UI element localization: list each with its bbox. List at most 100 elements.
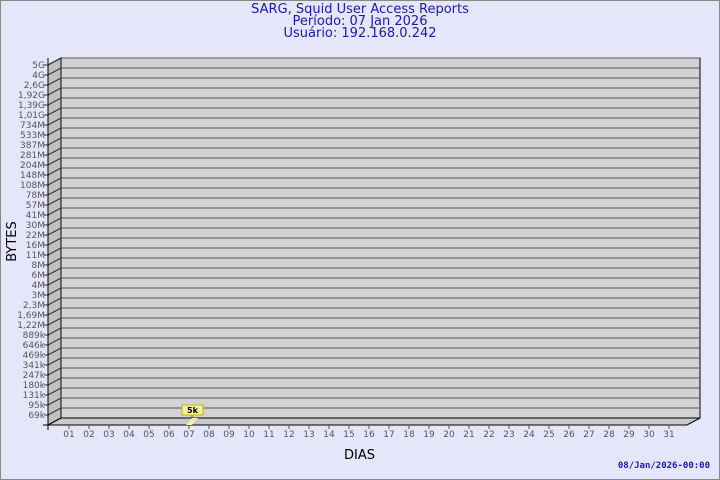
y-gridline-diagonal [47,357,62,366]
x-tick-label: 29 [623,430,635,440]
y-gridline-diagonal [47,137,62,146]
y-gridline-diagonal [47,147,62,156]
y-gridline-diagonal [47,167,62,176]
y-tick-label: 1,92G [18,91,45,101]
y-gridline-diagonal [47,407,62,416]
y-tick-label: 4G [32,71,45,81]
bar-day-07 [186,418,198,425]
y-gridline-diagonal [47,377,62,386]
y-gridline-diagonal [47,257,62,266]
y-gridline-diagonal [47,87,62,96]
x-tick-label: 14 [323,430,335,440]
y-gridline-diagonal [47,227,62,236]
x-tick-label: 16 [363,430,375,440]
x-tick-label: 06 [163,430,175,440]
bar-data-label: 5k [187,406,199,415]
x-tick-label: 07 [183,430,194,440]
y-gridline-diagonal [47,57,62,66]
y-tick-label: 30M [26,221,45,231]
x-tick-label: 21 [463,430,474,440]
y-tick-label: 5G [32,61,45,71]
y-tick-label: 22M [26,231,45,241]
y-tick-label: 16M [26,241,45,251]
y-tick-label: 341k [23,361,46,371]
y-tick-label: 180k [23,381,46,391]
y-tick-label: 889k [23,331,46,341]
x-axis-label: DIAS [344,448,375,463]
y-gridline-diagonal [47,287,62,296]
x-tick-label: 19 [423,430,435,440]
x-tick-label: 25 [543,430,554,440]
chart-user: Usuário: 192.168.0.242 [283,26,437,41]
y-gridline-diagonal [47,277,62,286]
y-tick-label: 4M [32,281,46,291]
x-tick-label: 03 [103,430,114,440]
y-gridline-diagonal [47,77,62,86]
y-gridline-diagonal [47,397,62,406]
y-tick-label: 41M [26,211,45,221]
x-tick-label: 15 [343,430,354,440]
y-tick-label: 8M [32,261,46,271]
y-tick-label: 11M [26,251,45,261]
y-gridline-diagonal [47,117,62,126]
y-gridline-diagonal [47,157,62,166]
y-tick-label: 533M [20,131,45,141]
chart-title: SARG, Squid User Access Reports [251,2,469,17]
x-tick-label: 09 [223,430,235,440]
y-tick-label: 108M [20,181,45,191]
x-tick-label: 12 [283,430,294,440]
y-gridline-diagonal [47,297,62,306]
y-gridline-diagonal [47,367,62,376]
y-tick-label: 1,69M [17,311,45,321]
x-tick-label: 27 [583,430,594,440]
x-tick-label: 05 [143,430,154,440]
x-tick-label: 13 [303,430,314,440]
y-gridline-diagonal [47,307,62,316]
y-tick-label: 734M [20,121,45,131]
x-tick-label: 24 [523,430,535,440]
y-tick-label: 247k [23,371,46,381]
y-tick-label: 281M [20,151,45,161]
x-tick-label: 01 [63,430,74,440]
y-tick-label: 1,39G [18,101,45,111]
y-gridline-diagonal [47,97,62,106]
y-gridline-diagonal [47,177,62,186]
bar-label-box [181,404,204,416]
y-tick-label: 646k [23,341,46,351]
y-tick-label: 1,01G [18,111,45,121]
x-tick-label: 22 [483,430,494,440]
y-gridline-diagonal [47,187,62,196]
x-tick-label: 11 [263,430,274,440]
y-tick-label: 204M [20,161,45,171]
y-tick-label: 3M [32,291,46,301]
y-tick-label: 95k [28,401,45,411]
y-gridline-diagonal [47,337,62,346]
x-tick-label: 23 [503,430,514,440]
x-tick-label: 18 [403,430,415,440]
y-gridline-diagonal [47,127,62,136]
y-gridline-diagonal [47,247,62,256]
x-tick-label: 08 [203,430,215,440]
y-tick-label: 387M [20,141,45,151]
y-tick-label: 69k [28,411,45,421]
y-gridline-diagonal [47,267,62,276]
x-tick-label: 20 [443,430,455,440]
y-gridline-diagonal [47,327,62,336]
x-tick-label: 02 [83,430,94,440]
y-gridline-diagonal [47,107,62,116]
x-tick-label: 10 [243,430,255,440]
y-tick-label: 148M [20,171,45,181]
y-gridline-diagonal [47,387,62,396]
y-tick-label: 2,6G [24,81,45,91]
y-tick-label: 1,22M [17,321,45,331]
plot-floor [47,417,701,426]
generated-timestamp: 08/Jan/2026-00:00 [617,461,710,471]
y-tick-label: 131k [23,391,46,401]
y-tick-label: 6M [32,271,46,281]
chart-period: Período: 07 Jan 2026 [292,14,428,29]
y-gridline-diagonal [47,197,62,206]
x-tick-label: 04 [123,430,135,440]
y-gridline-diagonal [47,207,62,216]
x-tick-label: 26 [563,430,575,440]
